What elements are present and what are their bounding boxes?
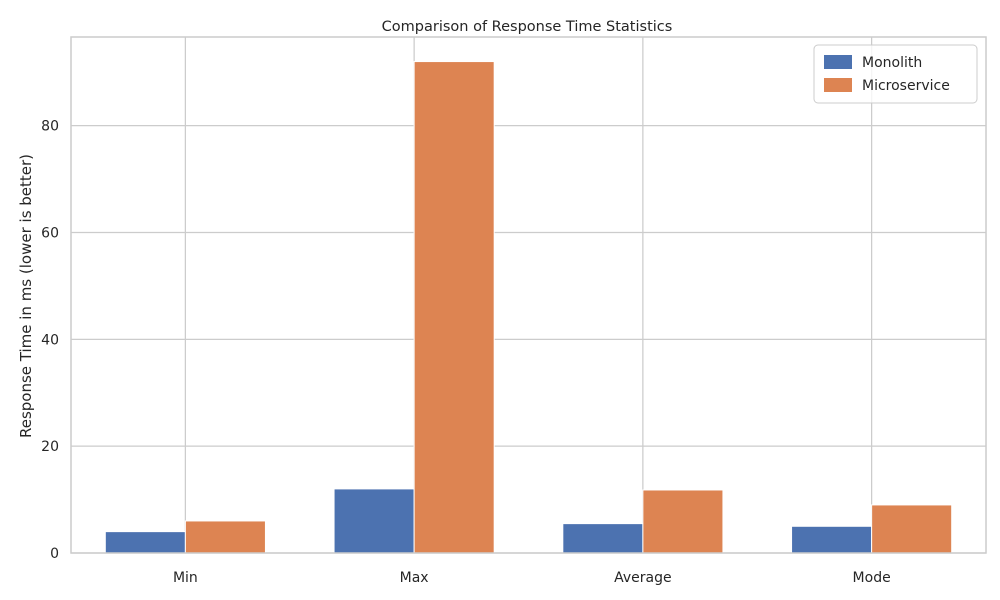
x-axis-ticks: Min Max Average Mode [173, 570, 891, 586]
y-axis-ticks: 0 20 40 60 80 [41, 119, 59, 562]
y-tick-label: 80 [41, 119, 59, 135]
x-tick-label: Average [614, 570, 672, 586]
legend-swatch [824, 78, 852, 92]
grid-lines [71, 37, 986, 554]
y-tick-label: 20 [41, 439, 59, 455]
y-axis-title: Response Time in ms (lower is better) [17, 154, 35, 438]
x-tick-label: Max [400, 570, 429, 586]
legend: Monolith Microservice [813, 44, 978, 104]
legend-label: Microservice [862, 78, 950, 94]
chart-title: Comparison of Response Time Statistics [382, 19, 673, 35]
bar-monolith-min [104, 531, 186, 554]
bar-monolith-average [562, 523, 644, 554]
y-tick-label: 0 [50, 546, 59, 562]
y-tick-label: 60 [41, 226, 59, 242]
bar-microservice-mode [871, 504, 953, 554]
legend-box [813, 44, 978, 104]
legend-swatch [824, 55, 852, 69]
bar-monolith-max [333, 488, 415, 554]
bar-microservice-average [642, 489, 724, 554]
bar-microservice-max [413, 61, 495, 554]
legend-label: Monolith [862, 55, 922, 71]
bar-microservice-min [184, 520, 266, 554]
plot-frame [70, 36, 987, 554]
x-tick-label: Mode [853, 570, 891, 586]
bar-monolith-mode [791, 525, 873, 554]
x-tick-label: Min [173, 570, 198, 586]
y-tick-label: 40 [41, 332, 59, 348]
bars [104, 61, 953, 554]
